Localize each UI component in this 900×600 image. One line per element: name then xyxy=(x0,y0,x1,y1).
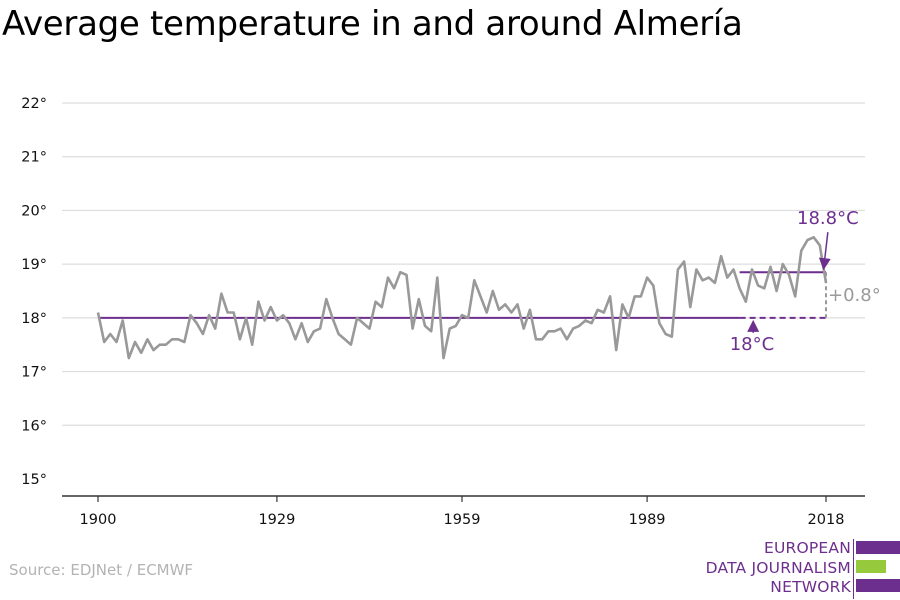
y-tick-label: 17° xyxy=(21,365,47,381)
x-tick-label: 1959 xyxy=(444,512,481,528)
grid-lines xyxy=(62,102,865,426)
y-tick-label: 22° xyxy=(21,96,47,112)
annotation-difference: +0.8° xyxy=(828,285,881,306)
y-tick-label: 20° xyxy=(21,203,47,219)
x-axis: 1900 1929 1959 1989 2018 xyxy=(62,495,865,528)
chart-title: Average temperature in and around Almerí… xyxy=(2,4,743,44)
logo-line-1: EUROPEAN xyxy=(763,539,851,557)
annotation-18c: 18°C xyxy=(730,334,774,355)
series-line-0 xyxy=(96,236,828,360)
x-tick-label: 1900 xyxy=(80,512,117,528)
y-tick-label: 21° xyxy=(21,150,47,166)
y-tick-label: 18° xyxy=(21,311,47,327)
y-axis-tick-labels: 15° 16° 17° 18° 19° 20° 21° 22° xyxy=(21,96,47,488)
x-tick-label: 2018 xyxy=(808,512,845,528)
x-tick-label: 1929 xyxy=(258,512,295,528)
logo-divider xyxy=(853,539,854,599)
y-tick-label: 15° xyxy=(21,472,47,488)
annotations: 18°C 18.8°C +0.8° xyxy=(730,208,881,355)
logo-bar-2 xyxy=(856,560,886,573)
y-tick-label: 19° xyxy=(21,257,47,273)
x-tick-label: 1989 xyxy=(629,512,666,528)
source-note: Source: EDJNet / ECMWF xyxy=(9,561,194,579)
series-lines xyxy=(96,236,828,360)
annotation-18-8c: 18.8°C xyxy=(797,208,859,229)
logo-line-2: DATA JOURNALISM xyxy=(705,558,851,577)
logo-text: EUROPEAN DATA JOURNALISM NETWORK xyxy=(706,539,851,598)
edjnet-logo[interactable]: EUROPEAN DATA JOURNALISM NETWORK xyxy=(700,539,900,599)
logo-line-3: NETWORK xyxy=(770,578,851,596)
y-tick-label: 16° xyxy=(21,418,47,434)
logo-bar-1 xyxy=(856,541,900,554)
annotation-18-8c-arrow xyxy=(818,232,831,271)
logo-bar-3 xyxy=(856,579,900,592)
